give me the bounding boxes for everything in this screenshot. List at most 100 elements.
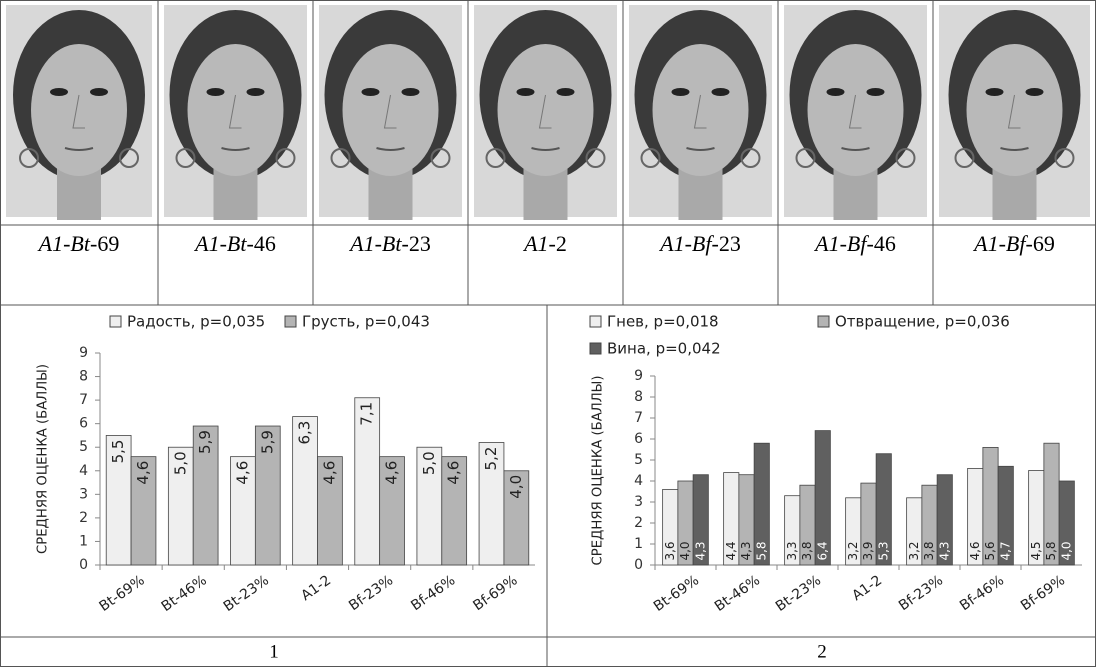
value-label: 5,0 — [171, 451, 189, 475]
y-tick-label: 9 — [79, 345, 88, 361]
nose — [538, 94, 552, 129]
value-label: 5,0 — [420, 451, 438, 475]
x-tick-label: Bt-23% — [221, 572, 272, 615]
face — [497, 44, 594, 176]
earring — [1054, 148, 1075, 168]
eye — [516, 88, 535, 96]
face-label: A1-Bt-46 — [193, 231, 276, 256]
x-tick-label: Bt-23% — [773, 572, 824, 615]
bar — [416, 446, 443, 566]
bar — [105, 435, 132, 566]
earring — [119, 148, 139, 168]
eye — [246, 88, 265, 96]
y-tick-label: 6 — [634, 431, 643, 447]
y-axis-label: СРЕДНЯЯ ОЦЕНКА (БАЛЛЫ) — [36, 364, 51, 554]
value-label: 4,7 — [998, 541, 1012, 560]
x-tick-label: Bf-23% — [896, 572, 946, 614]
legend-label: Вина, p=0,042 — [607, 340, 721, 358]
value-label: 5,9 — [196, 430, 214, 454]
eye — [1025, 88, 1044, 96]
eye — [361, 88, 380, 96]
eye — [711, 88, 730, 96]
x-tick-label: Bf-69% — [470, 572, 520, 614]
y-tick-label: 7 — [79, 392, 88, 408]
earring — [430, 148, 451, 168]
eye — [826, 88, 845, 96]
mouth — [686, 147, 715, 151]
legend-swatch — [284, 315, 297, 328]
face-label: A1-Bt-69 — [37, 231, 120, 256]
value-label: 4,0 — [678, 541, 692, 560]
face-photo — [939, 5, 1090, 220]
x-tick-label: Bt-69% — [96, 572, 147, 615]
face — [966, 44, 1063, 176]
earring — [585, 148, 606, 168]
face-label: A1-Bf-69 — [972, 231, 1055, 256]
value-label: 3,3 — [785, 541, 799, 560]
value-label: 3,2 — [846, 541, 860, 560]
value-label: 4,6 — [383, 461, 401, 485]
value-label: 6,3 — [296, 421, 314, 445]
face-photo — [319, 5, 462, 220]
face-label: A1-Bt-23 — [348, 231, 431, 256]
value-label: 5,9 — [258, 430, 276, 454]
face — [187, 44, 284, 176]
value-label: 6,4 — [815, 541, 829, 560]
earring — [330, 148, 351, 168]
eye — [866, 88, 885, 96]
bar — [230, 456, 256, 566]
bar — [814, 430, 831, 566]
bar — [936, 474, 953, 566]
value-label: 5,6 — [983, 541, 997, 560]
x-tick-label: Bt-69% — [651, 572, 702, 615]
value-label: 5,8 — [754, 541, 768, 560]
value-label: 5,3 — [876, 541, 890, 560]
earring — [485, 148, 506, 168]
legend-swatch — [589, 315, 602, 328]
nose — [693, 94, 707, 129]
bar — [317, 456, 343, 566]
value-label: 4,0 — [507, 475, 525, 499]
value-label: 7,1 — [358, 402, 376, 426]
face — [31, 44, 127, 176]
bar — [441, 456, 468, 566]
value-label: 4,4 — [724, 541, 738, 560]
value-label: 4,6 — [320, 461, 338, 485]
eye — [50, 88, 68, 96]
earring — [19, 148, 39, 168]
nose — [383, 94, 397, 129]
y-tick-label: 7 — [634, 410, 643, 426]
value-label: 3,8 — [800, 541, 814, 560]
mouth — [221, 147, 250, 151]
bar — [753, 442, 770, 566]
y-tick-label: 5 — [79, 439, 88, 455]
value-label: 4,6 — [233, 461, 251, 485]
eye — [401, 88, 420, 96]
face-label: A1-Bf-46 — [813, 231, 896, 256]
y-tick-label: 9 — [634, 368, 643, 384]
value-label: 4,6 — [445, 461, 463, 485]
bar — [1058, 480, 1075, 566]
face-photo — [474, 5, 617, 220]
face-label: A1-2 — [522, 231, 567, 256]
bar — [997, 465, 1014, 566]
value-label: 3,6 — [663, 541, 677, 560]
value-label: 4,0 — [1059, 541, 1073, 560]
legend-label: Гнев, p=0,018 — [607, 313, 719, 331]
value-label: 5,5 — [109, 440, 127, 464]
y-axis-label: СРЕДНЯЯ ОЦЕНКА (БАЛЛЫ) — [591, 376, 606, 566]
mouth — [841, 147, 870, 151]
x-tick-label: Bf-46% — [957, 572, 1007, 614]
legend-swatch — [817, 315, 830, 328]
y-tick-label: 3 — [79, 486, 88, 502]
eye — [985, 88, 1004, 96]
y-tick-label: 0 — [634, 557, 643, 573]
x-tick-label: Bf-23% — [346, 572, 396, 614]
nose — [228, 94, 242, 129]
x-tick-label: Bt-46% — [159, 572, 210, 615]
value-label: 3,9 — [861, 541, 875, 560]
y-tick-label: 4 — [79, 463, 88, 479]
face-photo — [164, 5, 307, 220]
x-tick-label: Bt-46% — [712, 572, 763, 615]
y-tick-label: 8 — [634, 389, 643, 405]
